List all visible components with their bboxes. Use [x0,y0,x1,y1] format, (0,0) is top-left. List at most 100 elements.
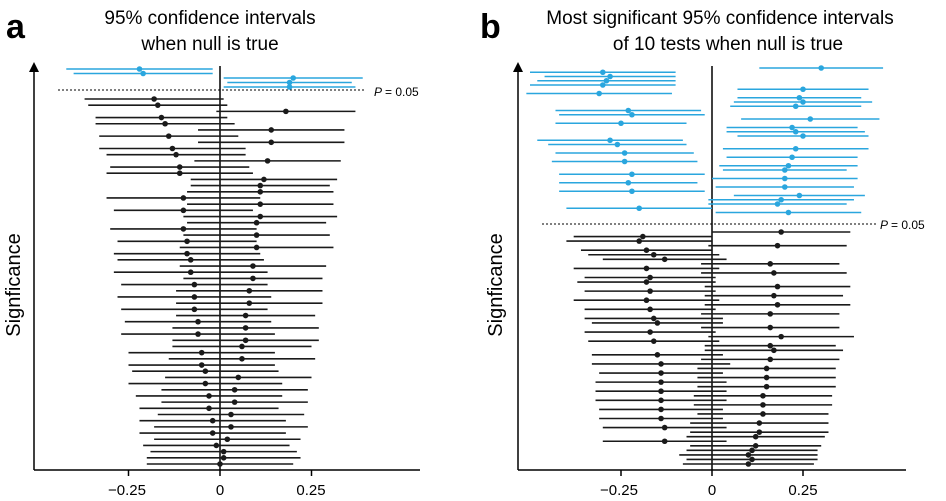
panel-a-point [187,269,194,276]
panel-b-significant-point [625,179,632,186]
panel-a-x-tick-label-pos: 0.25 [296,482,325,499]
panel-a-point [180,195,187,201]
panel-b-significant-point [792,103,799,110]
panel-a-x-tick-label-zero: 0 [216,482,224,499]
panel-a-point [180,207,187,214]
panel-b-point [654,320,661,326]
panel-b-significant-point [618,120,624,127]
panel-a-significant-point [136,66,143,72]
panel-b-significant-point [782,184,788,190]
panel-a-point [217,461,223,467]
panel-b-x-tick-label-pos: 0.25 [788,482,817,499]
panel-b-point [654,352,661,358]
panel-b-point [647,306,653,313]
panel-b-significant-point [596,90,602,97]
panel-a-point [242,337,249,344]
panel-a-point [257,213,264,220]
panel-b-point [771,270,777,276]
panel-b-significant-point [600,69,606,76]
panel-a-point [191,281,198,288]
panel-b-significant-point [789,154,795,161]
panel-a-point [224,436,231,443]
panel-b-point [661,438,668,445]
panel-a-point [246,287,253,294]
panel-a-point [231,399,238,405]
panel-a-point [191,306,198,313]
panel-b-point [658,370,664,376]
panel-b-point [643,297,650,304]
panel-b-point [658,379,664,385]
panel-b-point [763,374,770,381]
panel-b-significant-point [818,65,824,71]
panel-a-point [268,139,275,146]
panel-b-p-label: P = 0.05 [880,218,925,232]
panel-a-point [242,325,249,331]
panel-b-point [774,242,781,249]
panel-a-point [151,96,157,102]
panel-b-point [658,415,664,422]
panel-b-point [745,452,752,458]
panel-a-significant-point [286,84,293,90]
panel-b-point [767,324,774,331]
panel-b-point [767,311,774,317]
panel-b-point [640,233,646,240]
panel-a-point [180,226,187,232]
panel-a-point [184,238,190,245]
panel-b-point [643,247,650,253]
panel-a-point [176,170,183,177]
panel-b-significant-point [629,188,635,195]
panel-b-point [636,238,642,244]
panel-a-point [246,300,253,306]
panel-a-point [158,114,165,121]
panel-a-point [283,108,289,115]
panel-b-point [771,292,777,299]
panel-a-point [250,263,256,269]
panel-a-point [202,368,209,375]
panel-a-point [154,102,161,108]
panel-b-point [661,424,668,431]
panel-b-y-axis-arrow [513,62,523,72]
panel-a-point [228,424,234,430]
panel-b-point [650,251,657,258]
panel-b-significant-point [789,124,795,131]
panel-a-plot [29,62,420,476]
panel-b-point [650,338,657,344]
panel-b-title-line-1: Most significant 95% confidence interval… [546,8,893,29]
panel-b-point [760,402,766,408]
panel-a-point [209,430,216,436]
panel-b-significant-point [800,86,806,93]
panel-b-significant-point [782,175,788,182]
panel-b-point [763,383,770,390]
panel-b-significant-point [774,201,781,207]
panel-b-point [661,256,668,263]
panel-a-point [250,275,256,282]
panel-b-point [650,315,657,322]
panel-a-point [206,405,212,412]
panel-b-significant-point [792,145,799,152]
panel-a-point [242,312,249,319]
panel-b-point [774,301,781,308]
panel-b-point [774,283,781,290]
panel-a-letter: a [6,8,26,46]
panel-b-significant-point [621,158,628,165]
panel-a-point [206,393,212,399]
panel-a-significant-point [286,79,293,86]
panel-b-letter: b [480,8,501,46]
panel-a-point [202,380,209,387]
panel-b-point [647,274,653,281]
panel-b-x-tick-label-neg: −0.25 [600,482,638,499]
panel-a-point [253,244,260,251]
panel-b-significant-point [636,205,642,212]
panel-b-significant-point [807,116,814,122]
panel-b-point [752,433,759,440]
panel-b-significant-point [614,141,621,148]
panel-b-point [756,429,763,435]
panel-b-significant-point [629,171,635,178]
panel-a-y-label: Signficance [3,233,25,336]
panel-a-point [220,455,227,461]
panel-a-point [195,318,201,325]
panel-b-significant-point [778,196,784,203]
panel-b-point [658,361,664,367]
panel-a-point [257,201,264,207]
